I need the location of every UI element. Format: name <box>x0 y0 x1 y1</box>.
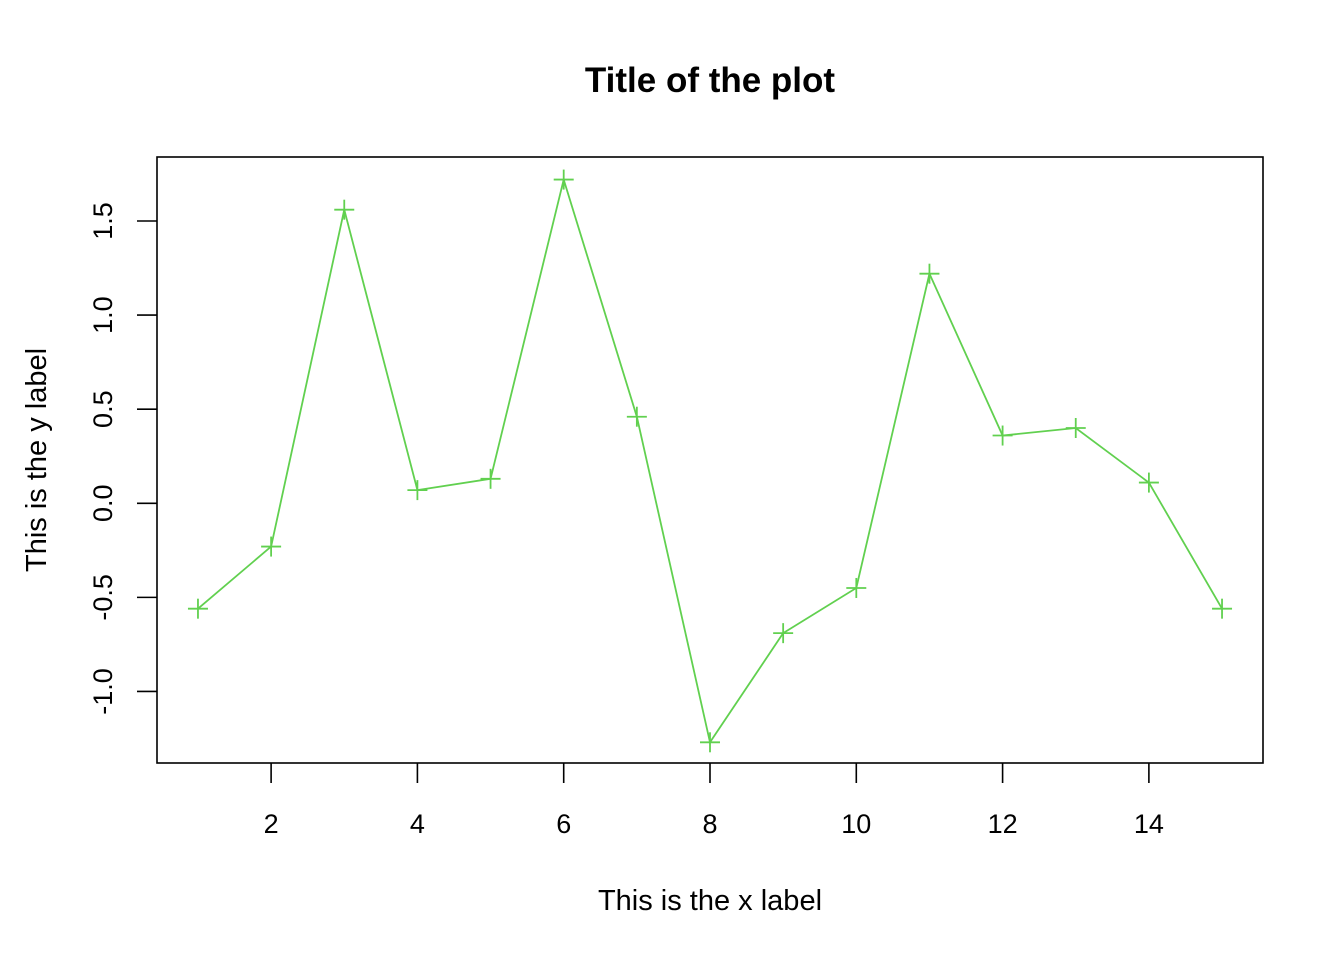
data-point <box>480 468 501 489</box>
data-point <box>919 263 940 284</box>
data-point <box>626 406 647 427</box>
y-tick-label: -1.0 <box>88 668 118 715</box>
data-point <box>1065 418 1086 439</box>
data-point <box>1212 598 1233 619</box>
x-tick-label: 8 <box>702 809 717 839</box>
chart-title: Title of the plot <box>585 61 836 100</box>
data-point <box>187 598 208 619</box>
data-point <box>1138 472 1159 493</box>
y-tick-label: 0.5 <box>88 390 118 428</box>
data-point <box>261 536 282 557</box>
y-axis-title: This is the y label <box>21 348 53 572</box>
y-tick-label: 1.0 <box>88 296 118 334</box>
x-tick-label: 10 <box>841 809 871 839</box>
x-tick-label: 4 <box>410 809 425 839</box>
plot-frame <box>156 156 1264 764</box>
y-tick-label: 0.0 <box>88 485 118 523</box>
series-line <box>197 176 1223 745</box>
data-point <box>846 577 867 598</box>
data-point <box>407 480 428 501</box>
data-point <box>773 623 794 644</box>
y-tick-label: 1.5 <box>88 202 118 240</box>
data-point <box>334 199 355 220</box>
x-axis: 2 4 6 8 10 12 14 <box>264 763 1164 839</box>
x-axis-title: This is the x label <box>598 885 822 917</box>
data-point <box>992 425 1013 446</box>
data-point <box>700 732 720 753</box>
x-tick-label: 14 <box>1134 809 1164 839</box>
series-layer <box>187 169 1233 753</box>
x-tick-label: 6 <box>556 809 571 839</box>
y-axis: -1.0 -0.5 0.0 0.5 1.0 1.5 <box>88 202 157 715</box>
x-tick-label: 12 <box>988 809 1018 839</box>
data-point <box>553 169 574 190</box>
x-tick-label: 2 <box>264 809 279 839</box>
y-tick-label: -0.5 <box>88 574 118 621</box>
